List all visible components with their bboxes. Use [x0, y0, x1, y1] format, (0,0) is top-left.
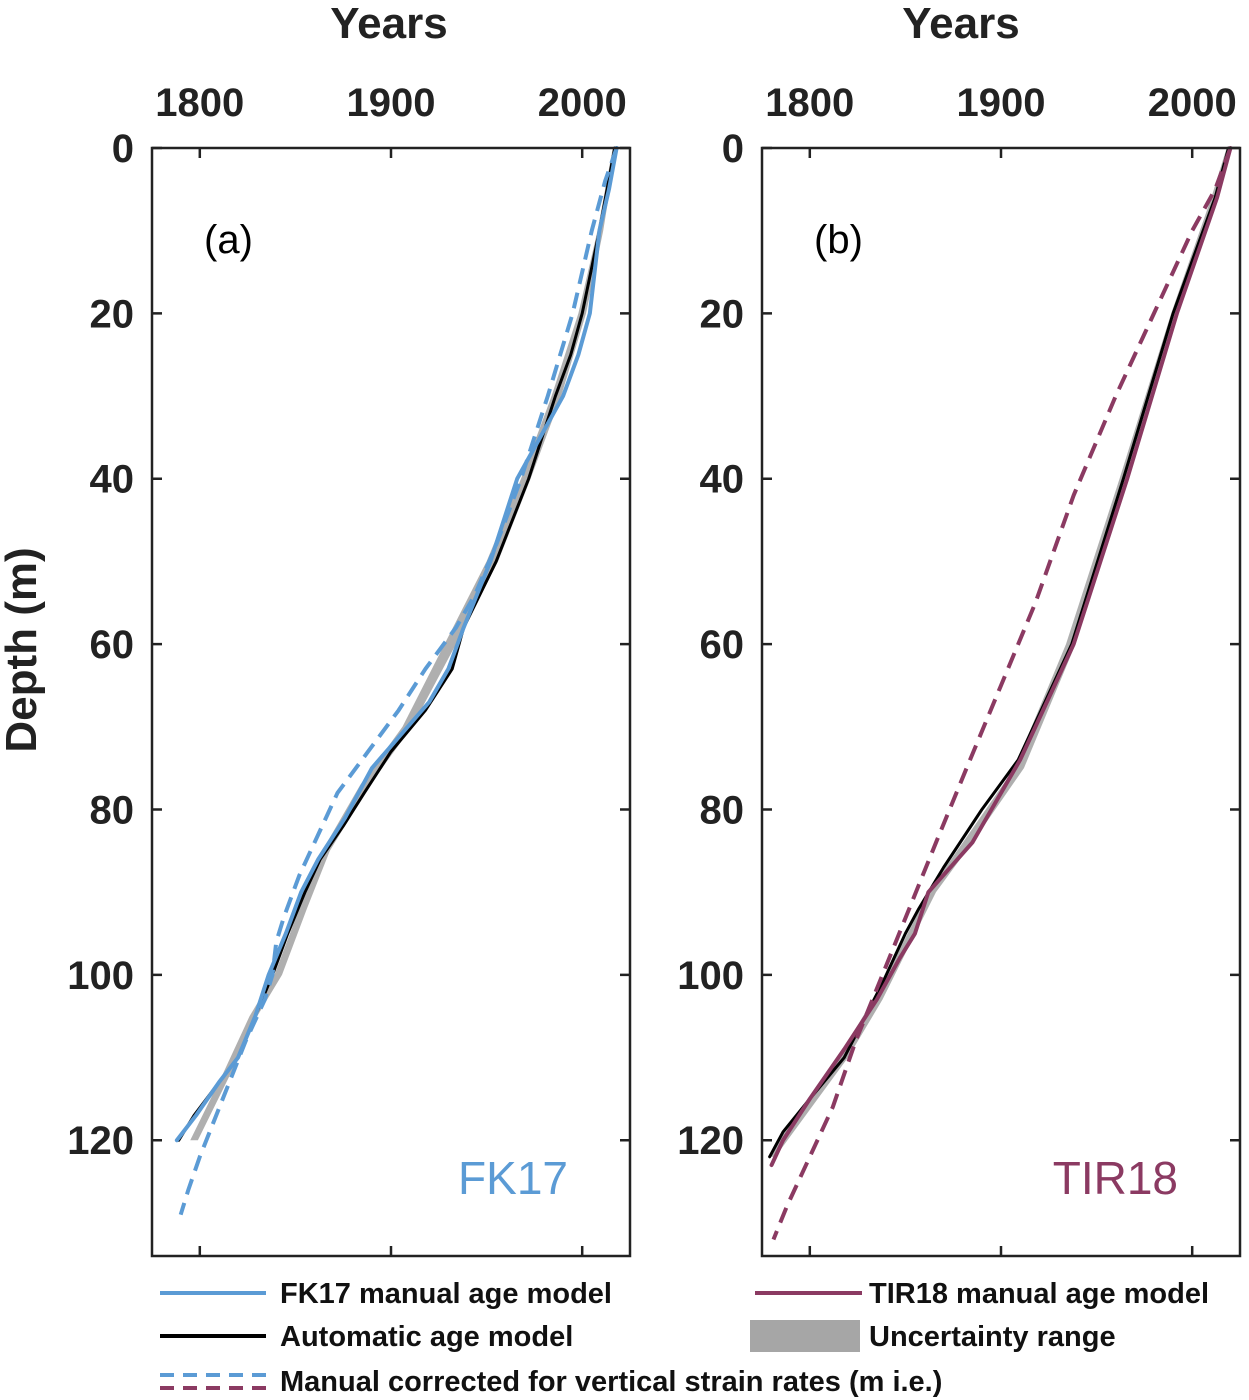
panel-label: (b)	[814, 218, 863, 262]
y-axis-label: Depth (m)	[0, 547, 46, 752]
y-tick-label: 100	[67, 954, 134, 998]
y-tick-label: 80	[700, 788, 745, 832]
y-tick-label: 120	[67, 1119, 134, 1163]
core-label: TIR18	[1053, 1152, 1178, 1204]
x-axis-label: Years	[330, 0, 447, 48]
x-tick-label: 1800	[155, 81, 244, 125]
y-tick-label: 60	[700, 623, 745, 667]
legend-label-tir18-manual: TIR18 manual age model	[869, 1278, 1209, 1310]
y-tick-label: 0	[722, 127, 744, 171]
series-automatic-line	[177, 146, 617, 1142]
x-tick-label: 2000	[1148, 81, 1237, 125]
panel-label: (a)	[204, 218, 253, 262]
series-manual-line	[769, 146, 1233, 1168]
legend-label-fk17-manual: FK17 manual age model	[280, 1278, 612, 1310]
y-tick-label: 40	[90, 458, 135, 502]
x-tick-label: 2000	[538, 81, 627, 125]
y-tick-label: 0	[112, 127, 134, 171]
y-tick-label: 60	[90, 623, 135, 667]
series-automatic-line	[768, 146, 1231, 1159]
series-corrected-line	[771, 147, 1233, 1241]
series-uncertainty-band	[190, 148, 617, 1141]
y-tick-label: 120	[677, 1119, 744, 1163]
core-label: FK17	[458, 1152, 568, 1204]
y-tick-label: 20	[90, 292, 135, 336]
y-tick-label: 80	[90, 788, 135, 832]
series-manual-line	[174, 146, 619, 1143]
legend-swatch-uncertainty	[750, 1320, 860, 1352]
legend-label-corrected: Manual corrected for vertical strain rat…	[280, 1366, 942, 1398]
x-tick-label: 1900	[957, 81, 1046, 125]
legend-label-automatic: Automatic age model	[280, 1321, 573, 1353]
x-tick-label: 1900	[347, 81, 436, 125]
legend: FK17 manual age model TIR18 manual age m…	[160, 1278, 1209, 1398]
panel-a: 1800 1900 2000 0 20 40 60 80 100 120 Years (a) FK17	[67, 0, 632, 1258]
x-tick-label: 1800	[765, 81, 854, 125]
plot-frame	[150, 146, 632, 1258]
panel-b: 1800 1900 2000 0 20 40 60 80 100 120 Years (b) TIR18	[677, 0, 1242, 1258]
y-tick-label: 40	[700, 458, 745, 502]
plot-frame	[760, 146, 1242, 1258]
series-corrected-line	[178, 147, 619, 1216]
y-tick-label: 100	[677, 954, 744, 998]
y-tick-label: 20	[700, 292, 745, 336]
x-axis-label: Years	[902, 0, 1019, 48]
legend-label-uncertainty: Uncertainty range	[869, 1321, 1116, 1353]
series-uncertainty-band	[767, 148, 1231, 1157]
